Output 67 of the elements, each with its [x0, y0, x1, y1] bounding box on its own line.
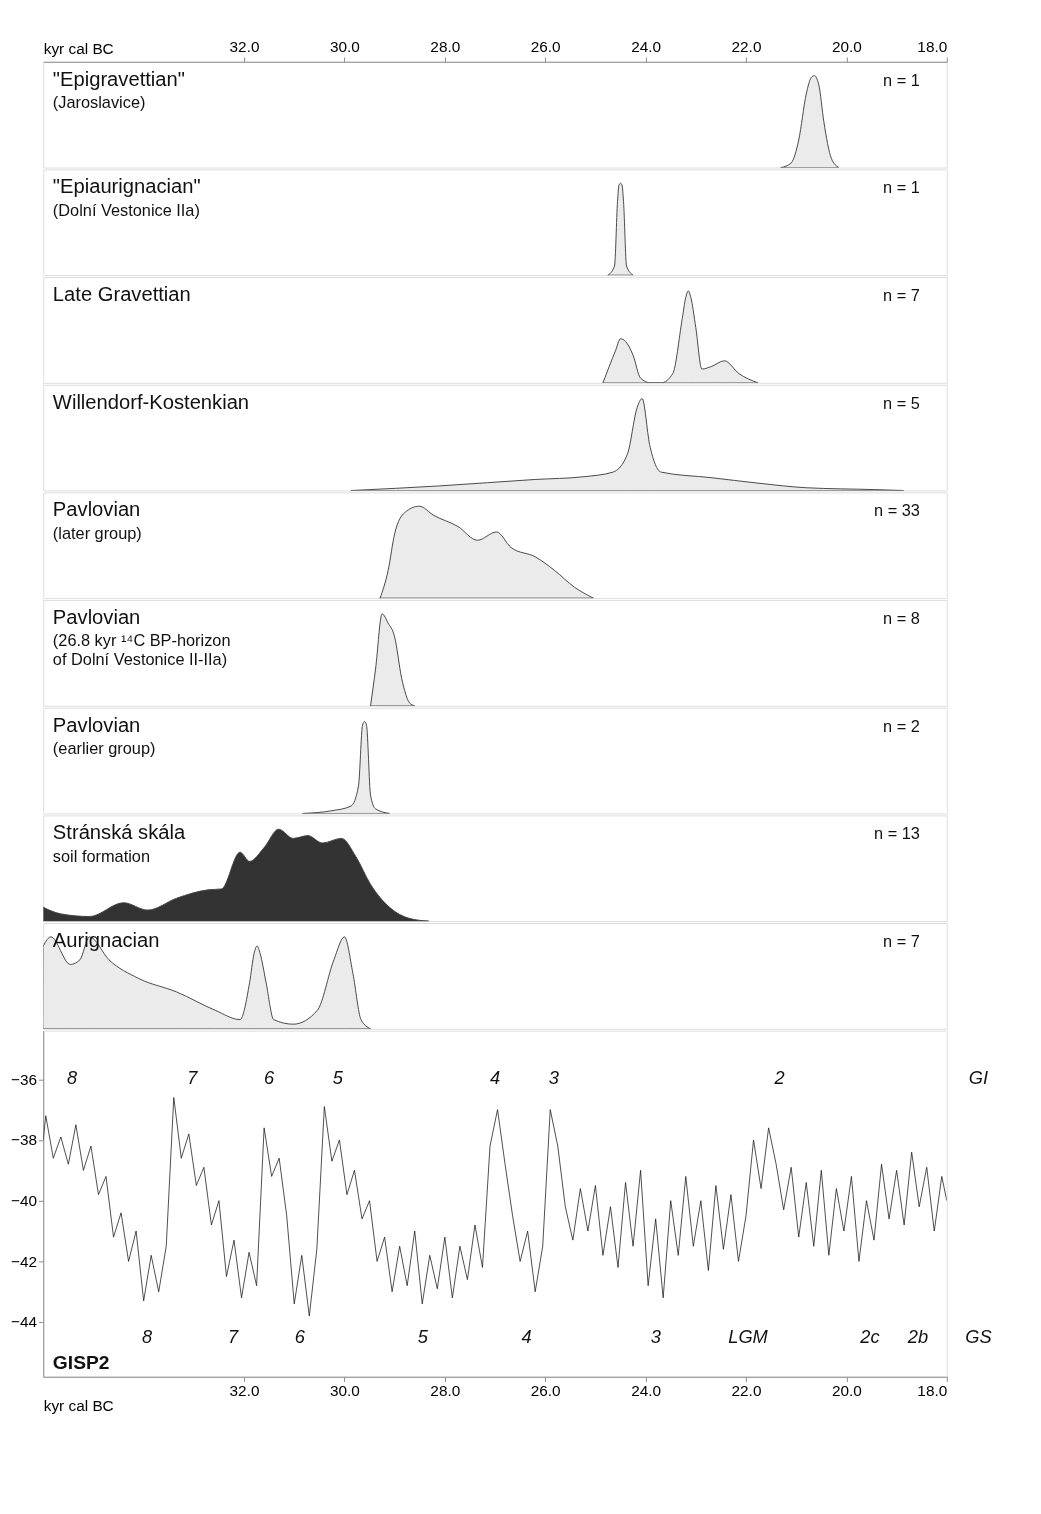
x2-tick-label: 22.0: [731, 37, 762, 55]
text: (26.8 kyr ¹⁴C BP-horizon of Dolní Vestonice II-IIa): [52, 631, 231, 669]
text: (Jaroslavice): [52, 92, 146, 111]
annotation: 2c: [859, 1325, 880, 1347]
x-tick-label: 26.0: [530, 1382, 561, 1400]
annotation: n = 7: [883, 286, 920, 305]
text: (Dolní Vestonice IIa): [52, 200, 200, 219]
x-tick-label: 24.0: [631, 1382, 662, 1400]
annotation: 5: [417, 1325, 429, 1347]
line-series: [43, 1097, 947, 1317]
x-tick-label: 32.0: [229, 1382, 260, 1400]
x2-tick-label: 32.0: [229, 37, 260, 55]
annotation: 2b: [906, 1325, 929, 1347]
x2-tick-label: 24.0: [631, 37, 662, 55]
annotation: n = 8: [883, 609, 920, 628]
text: GS: [965, 1325, 992, 1347]
y-tick-label: −44: [10, 1313, 38, 1331]
chart-title: Pavlovian: [52, 606, 141, 629]
chart-title: "Epiaurignacian": [52, 175, 201, 198]
x2-tick-label: 20.0: [831, 37, 862, 55]
annotation: 4: [521, 1325, 532, 1347]
annotation: n = 7: [883, 932, 920, 951]
x-tick-label: 18.0: [917, 1382, 948, 1400]
x2-tick-label: 28.0: [430, 37, 461, 55]
text: (later group): [52, 523, 142, 542]
annotation: n = 1: [883, 70, 920, 89]
text: soil formation: [52, 846, 150, 865]
x2-axis-title: kyr cal BC: [43, 39, 114, 57]
annotation: 2: [773, 1066, 785, 1088]
text: (earlier group): [52, 738, 156, 757]
annotation: 6: [294, 1325, 306, 1347]
annotation: 5: [332, 1066, 344, 1088]
y-tick-label: −42: [10, 1252, 38, 1270]
text: GISP2: [52, 1352, 110, 1374]
annotation: n = 13: [874, 824, 920, 843]
x-tick-label: 28.0: [430, 1382, 461, 1400]
annotation: n = 2: [883, 716, 920, 735]
x-axis-title: kyr cal BC: [43, 1396, 114, 1414]
x-tick-label: 22.0: [731, 1382, 762, 1400]
y-tick-label: −36: [10, 1070, 38, 1088]
annotation: 6: [264, 1066, 276, 1088]
chart-title: Stránská skála: [52, 821, 186, 844]
x2-tick-label: 26.0: [530, 37, 561, 55]
y-tick-label: −40: [10, 1191, 38, 1209]
chart-title: Pavlovian: [52, 713, 141, 736]
annotation: LGM: [728, 1325, 769, 1347]
chart-title: Pavlovian: [52, 498, 141, 521]
annotation: 7: [187, 1066, 199, 1088]
annotation: n = 33: [874, 501, 920, 520]
x-tick-label: 30.0: [329, 1382, 360, 1400]
annotation: 7: [227, 1325, 239, 1347]
chart-title: "Epigravettian": [52, 67, 185, 90]
annotation: 8: [142, 1325, 154, 1347]
chart-title: Aurignacian: [52, 929, 160, 952]
annotation: n = 1: [883, 178, 920, 197]
x2-tick-label: 18.0: [917, 37, 948, 55]
text: GI: [968, 1066, 989, 1088]
y-tick-label: −38: [10, 1131, 38, 1149]
annotation: 4: [489, 1066, 501, 1088]
x-tick-label: 20.0: [831, 1382, 862, 1400]
annotation: 3: [650, 1325, 661, 1347]
chart-title: Late Gravettian: [52, 283, 191, 306]
annotation: 8: [67, 1066, 79, 1088]
chart-title: Willendorf-Kostenkian: [52, 390, 250, 413]
annotation: 3: [548, 1066, 559, 1088]
x2-tick-label: 30.0: [329, 37, 360, 55]
annotation: n = 5: [883, 393, 920, 412]
